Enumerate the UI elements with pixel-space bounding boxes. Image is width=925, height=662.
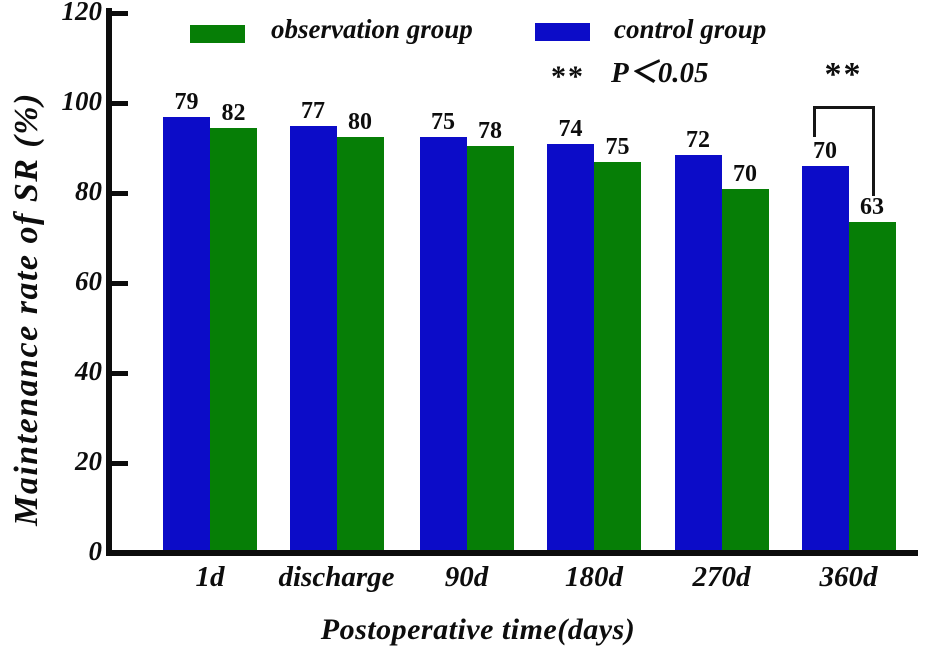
y-tick bbox=[112, 460, 128, 466]
bar-observation-discharge bbox=[336, 137, 384, 550]
bar-control-180d bbox=[547, 144, 594, 550]
bar-control-270d bbox=[674, 155, 722, 550]
x-tick-label: 270d bbox=[692, 561, 751, 593]
y-tick-label: 100 bbox=[61, 86, 103, 116]
bar-control-discharge bbox=[289, 126, 337, 550]
y-tick bbox=[112, 190, 128, 196]
y-tick bbox=[112, 280, 128, 286]
bar-control-90d bbox=[419, 137, 467, 550]
y-tick-label: 0 bbox=[88, 536, 103, 566]
y-tick bbox=[112, 10, 128, 16]
sig-bracket-top bbox=[812, 106, 875, 109]
legend-swatch-observation bbox=[190, 25, 245, 43]
bar-value-label: 75 bbox=[431, 109, 455, 135]
bar-value-label: 70 bbox=[813, 138, 837, 164]
bar-value-label: 82 bbox=[221, 100, 246, 126]
y-tick-label: 20 bbox=[75, 446, 102, 476]
y-axis-line bbox=[106, 8, 112, 556]
y-tick-label: 60 bbox=[75, 266, 102, 296]
bar-value-label: 78 bbox=[478, 118, 502, 144]
legend-significance-text: P＜0.05 bbox=[611, 57, 709, 89]
bar-value-label: 80 bbox=[348, 109, 372, 135]
x-tick-label: 360d bbox=[819, 561, 878, 593]
sig-bracket-right bbox=[871, 106, 875, 196]
legend-label-observation: observation group bbox=[271, 14, 473, 44]
bar-value-label: 75 bbox=[605, 134, 630, 160]
bar-observation-180d bbox=[594, 162, 641, 550]
y-tick bbox=[112, 370, 128, 376]
y-tick-label: 80 bbox=[75, 176, 102, 206]
x-axis-line bbox=[106, 550, 918, 556]
bar-value-label: 77 bbox=[301, 98, 325, 124]
bar-control-360d bbox=[801, 166, 849, 550]
legend-significance-stars: ** bbox=[551, 60, 585, 93]
x-tick-label: 90d bbox=[444, 561, 489, 593]
sig-stars: ** bbox=[824, 56, 863, 93]
bar-observation-90d bbox=[466, 146, 514, 550]
x-tick-label: 180d bbox=[565, 561, 623, 593]
x-axis-title: Postoperative time(days) bbox=[320, 613, 636, 646]
y-tick-label: 40 bbox=[75, 356, 102, 386]
x-tick-label: discharge bbox=[278, 561, 395, 593]
bar-value-label: 70 bbox=[733, 161, 757, 187]
y-tick bbox=[112, 100, 128, 106]
legend-swatch-control bbox=[535, 23, 590, 41]
legend-label-control: control group bbox=[614, 14, 767, 44]
x-tick-label: 1d bbox=[195, 561, 225, 593]
bar-value-label: 72 bbox=[686, 127, 710, 153]
bar-control-1d bbox=[163, 117, 210, 550]
bar-value-label: 79 bbox=[174, 89, 199, 115]
bar-value-label: 74 bbox=[558, 116, 583, 142]
sig-bracket-left bbox=[812, 106, 816, 137]
bar-observation-270d bbox=[721, 189, 769, 550]
bar-observation-1d bbox=[210, 128, 257, 550]
bar-observation-360d bbox=[848, 222, 896, 550]
bar-value-label: 63 bbox=[860, 194, 884, 220]
y-tick-label: 120 bbox=[61, 0, 103, 26]
